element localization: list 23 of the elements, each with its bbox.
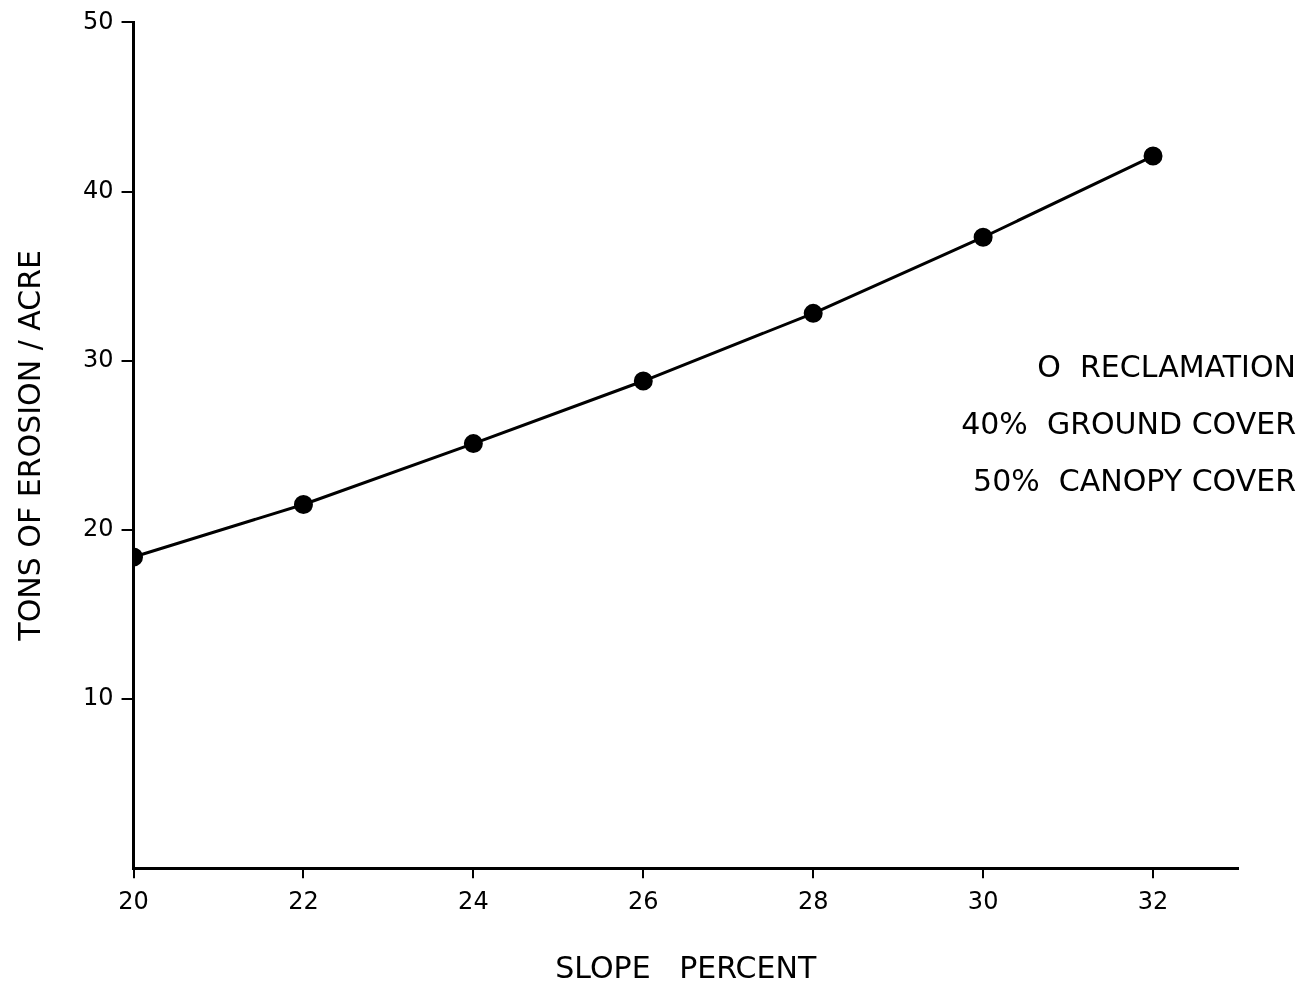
point [973,227,993,247]
point [1143,146,1163,166]
y-tick-label: 50 [82,6,114,35]
x-tick-label: 28 [797,886,829,915]
x-tick-label: 24 [458,886,489,915]
y-tick-label: 20 [82,514,114,543]
x-tick-label: 26 [628,886,659,915]
y-tick-label: 40 [82,175,114,204]
x-tick-label: 30 [967,886,999,915]
x-axis-title: SLOPE PERCENT [555,949,817,985]
point [293,495,313,515]
annotation: 40% GROUND COVER [961,405,1296,443]
point [633,371,653,391]
x-tick-label: 32 [1137,886,1169,915]
y-tick-label: 30 [82,344,114,373]
annotation: 50% CANOPY COVER [972,462,1296,500]
point [463,434,483,454]
y-axis-title: TONS OF EROSION / ACRE [11,249,47,642]
x-tick-label: 20 [118,886,149,915]
x-tick-label: 22 [288,886,319,915]
point [803,303,823,323]
y-tick-label: 10 [82,683,114,712]
annotation: O RECLAMATION [1036,348,1296,386]
